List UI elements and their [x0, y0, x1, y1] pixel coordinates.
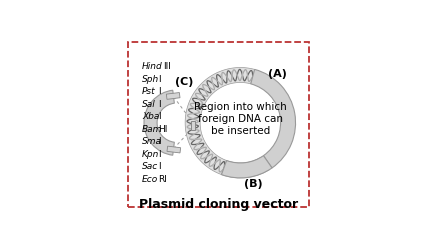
- Text: I: I: [158, 137, 160, 146]
- Text: Region into which
foreign DNA can
be inserted: Region into which foreign DNA can be ins…: [193, 102, 286, 136]
- Text: Eco: Eco: [142, 175, 158, 184]
- Text: I: I: [158, 150, 160, 159]
- Text: (A): (A): [268, 69, 286, 79]
- Text: I: I: [158, 162, 160, 171]
- Wedge shape: [144, 90, 174, 155]
- Text: Xba: Xba: [142, 112, 159, 121]
- Wedge shape: [221, 156, 271, 178]
- Bar: [128, 42, 308, 207]
- Text: Kpn: Kpn: [142, 150, 159, 159]
- Bar: [166, 93, 180, 99]
- Polygon shape: [185, 68, 254, 174]
- Text: HI: HI: [158, 125, 167, 134]
- Text: RI: RI: [158, 175, 166, 184]
- Text: I: I: [158, 112, 160, 121]
- Text: Sal: Sal: [142, 100, 155, 109]
- Text: (B): (B): [244, 179, 262, 189]
- Text: Sma: Sma: [142, 137, 162, 146]
- Bar: [167, 146, 180, 153]
- Text: Plasmid cloning vector: Plasmid cloning vector: [139, 198, 298, 211]
- Text: I: I: [158, 75, 160, 84]
- Text: (C): (C): [175, 78, 193, 87]
- Polygon shape: [221, 157, 269, 178]
- Text: I: I: [158, 87, 160, 96]
- Bar: [190, 121, 194, 130]
- Text: Hind: Hind: [142, 62, 162, 71]
- Text: I: I: [158, 100, 160, 109]
- Text: Bam: Bam: [142, 125, 162, 134]
- Text: Sac: Sac: [142, 162, 158, 171]
- Text: Pst: Pst: [142, 87, 155, 96]
- Text: Sph: Sph: [142, 75, 159, 84]
- Wedge shape: [250, 69, 295, 168]
- Text: III: III: [163, 62, 170, 71]
